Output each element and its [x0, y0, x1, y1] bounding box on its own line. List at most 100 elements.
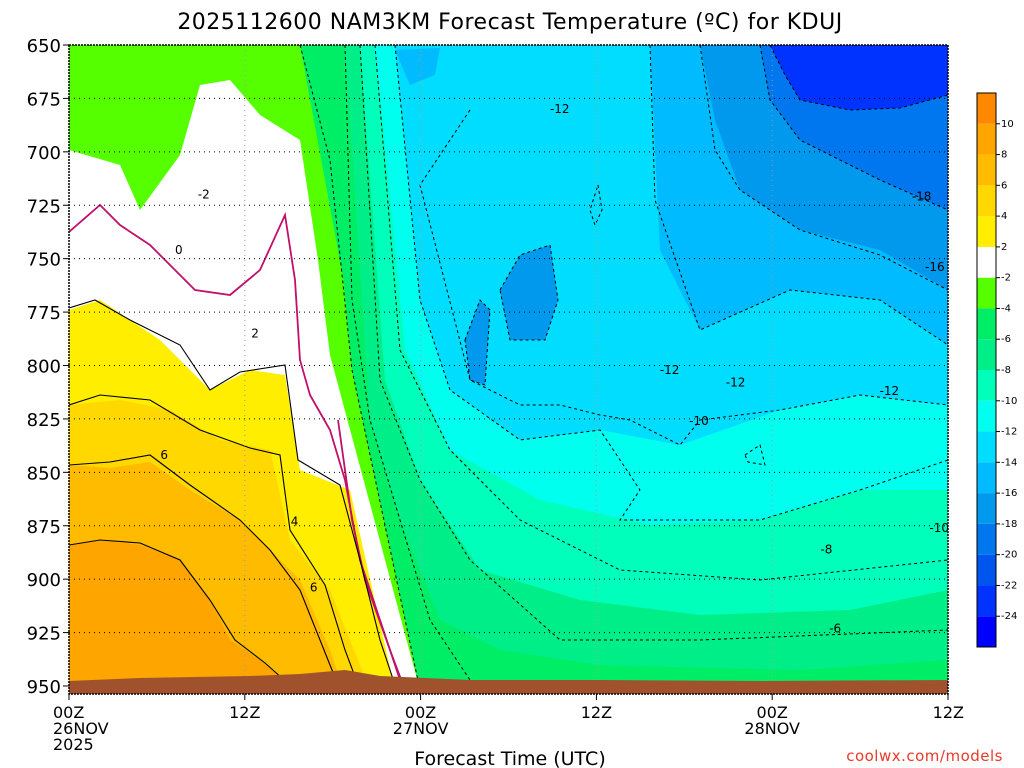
colorbar-label: -2: [1001, 273, 1011, 284]
contour-2: [69, 299, 396, 686]
colorbar-segment: [977, 185, 996, 217]
colorbar-label: -22: [1001, 580, 1017, 591]
contour-4: [69, 394, 361, 691]
colorbar-label: -8: [1001, 365, 1011, 376]
contour-label-text: 6: [160, 448, 168, 462]
contour-8: [69, 539, 301, 694]
cold-pocket-upper: [395, 48, 440, 85]
contour-label: -10: [689, 414, 709, 428]
x-tick-label: 26NOV: [53, 719, 109, 738]
contour-minus-10: [394, 45, 948, 521]
y-tick-label: 725: [27, 196, 61, 217]
contour-label: -10: [929, 521, 949, 535]
colorbar-segment: [977, 462, 996, 494]
colorbar-label: 10: [1001, 119, 1014, 130]
colorbar-label: 8: [1001, 150, 1007, 161]
x-tick-label: 12Z: [229, 703, 260, 722]
contour-label-text: -12: [880, 384, 900, 398]
contour-label-text: -6: [829, 621, 841, 635]
colorbar-segment: [977, 523, 996, 555]
y-tick-label: 875: [27, 517, 61, 538]
grid-lines: [69, 45, 948, 694]
colorbar-label: 2: [1001, 242, 1007, 253]
contour-label: -8: [820, 542, 832, 556]
y-tick-label: 650: [27, 36, 61, 57]
plot-area: -12 -2 0 2 6 4 6 -12 -12 -10 -12 -18 -16 -8 -10 -6: [69, 45, 949, 694]
chart-title: 2025112600 NAM3KM Forecast Temperature (…: [177, 10, 842, 35]
colorbar-segment: [977, 339, 996, 370]
contour-right-pocket: [744, 444, 766, 466]
y-tick-label: 800: [27, 357, 61, 378]
colorbar-label: -18: [1001, 519, 1017, 530]
contour-6: [69, 454, 341, 691]
contour-label: -12: [550, 102, 570, 116]
contour-label: -16: [925, 260, 945, 274]
contour-label: -6: [829, 621, 841, 635]
contour-minus-2: [299, 45, 421, 691]
contour-label-text: 0: [175, 243, 183, 257]
x-tick-label: 00Z: [405, 703, 436, 722]
terrain-ground: [69, 670, 948, 694]
freezing-line-right: [337, 419, 406, 691]
contour-label: -12: [660, 363, 680, 377]
x-tick-label: 12Z: [581, 703, 612, 722]
contour-label-text: -12: [550, 102, 570, 116]
contour-label-text: -12: [660, 363, 680, 377]
contour-label-text: -12: [726, 376, 746, 390]
colorbar-label: -20: [1001, 550, 1017, 561]
colorbar-label: -12: [1001, 427, 1017, 438]
x-tick-label: 00Z: [53, 703, 84, 722]
contour-label-text: 6: [310, 581, 318, 595]
contour-thin-pocket: [589, 184, 603, 227]
contour-minus-6: [359, 45, 948, 641]
contour-label-text: 4: [291, 514, 299, 528]
contour-label-text: 2: [251, 326, 259, 340]
contour-label-text: -18: [912, 190, 932, 204]
y-tick-label: 900: [27, 570, 61, 591]
contour-label-text: -16: [925, 260, 945, 274]
cold-pocket-low: [465, 300, 490, 385]
colorbar-label: -24: [1001, 611, 1017, 622]
y-tick-label: 750: [27, 250, 61, 271]
colorbar-segment: [977, 277, 996, 309]
colorbar-segment: [977, 123, 996, 155]
y-tick-label: 700: [27, 143, 61, 164]
colorbar-segment: [977, 154, 996, 186]
colorbar-segment: [977, 585, 996, 617]
colorbar-label: 4: [1001, 211, 1007, 222]
contour-label-text: -10: [929, 521, 949, 535]
contour-label: 2: [251, 326, 259, 340]
x-tick-label: 27NOV: [393, 719, 449, 738]
contour-label: 0: [175, 243, 183, 257]
colorbar-label: -14: [1001, 457, 1017, 468]
x-tick-label: 00Z: [757, 703, 788, 722]
colorbar-segment: [977, 216, 996, 247]
contour-label-text: -2: [198, 188, 210, 202]
y-tick-label: 925: [27, 624, 61, 645]
colorbar-segment: [977, 616, 996, 647]
cold-pocket-mid: [500, 245, 558, 340]
contour-label: 6: [310, 581, 318, 595]
colorbar-label: -10: [1001, 396, 1017, 407]
band-blue-deep: [770, 45, 948, 110]
contour-label: 4: [291, 514, 299, 528]
x-axis-title: Forecast Time (UTC): [414, 748, 605, 768]
colorbar-segment: [977, 431, 996, 463]
colorbar-segment: [977, 400, 996, 432]
contour-mid-pocket: [499, 244, 559, 341]
y-axis: 650 675 700 725 750 775 800 825 850 875 900 925 950: [27, 36, 69, 698]
contour-label-text: -8: [820, 542, 832, 556]
colorbar-segment: [977, 554, 996, 586]
x-tick-label: 2025: [53, 735, 94, 754]
y-tick-label: 675: [27, 89, 61, 110]
colorbar-label: 6: [1001, 180, 1007, 191]
y-tick-label: 825: [27, 410, 61, 431]
contour-label: -12: [880, 384, 900, 398]
contour-label: -18: [912, 190, 932, 204]
colorbar-segment: [977, 93, 996, 124]
y-tick-label: 850: [27, 463, 61, 484]
x-tick-label: 28NOV: [744, 719, 800, 738]
contour-label: -12: [726, 376, 746, 390]
